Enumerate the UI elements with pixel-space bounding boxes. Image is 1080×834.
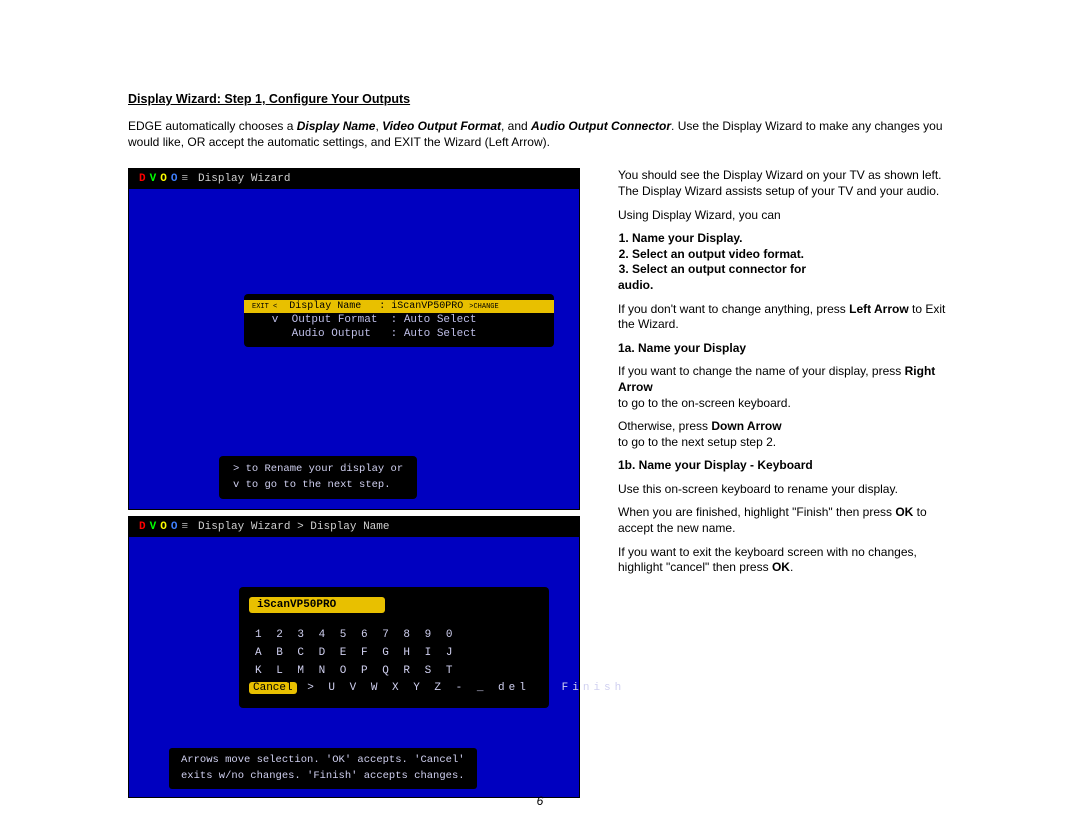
kb-row2: A B C D E F G H I J — [255, 645, 539, 663]
para-1a-2: Otherwise, press Down Arrowto go to the … — [618, 419, 952, 450]
tv2-keyboard: iScanVP50PRO 1 2 3 4 5 6 7 8 9 0 A B C D… — [239, 587, 549, 707]
section-title: Display Wizard: Step 1, Configure Your O… — [128, 92, 952, 106]
heading-1a: 1a. Name your Display — [618, 341, 952, 357]
tv2-title: Display Wizard > Display Name — [198, 521, 389, 533]
screenshot-column: DVOO≡ Display Wizard EXIT < Display Name… — [128, 168, 578, 804]
tv1-menu: EXIT < Display Name : iScanVP50PRO >CHAN… — [244, 294, 554, 347]
tv2-hint: Arrows move selection. 'OK' accepts. 'Ca… — [169, 748, 477, 790]
tv1-row3: Audio Output : Auto Select — [244, 327, 554, 341]
tv1-title: Display Wizard — [198, 173, 290, 185]
tv-screenshot-1: DVOO≡ Display Wizard EXIT < Display Name… — [128, 168, 580, 510]
instruction-column: You should see the Display Wizard on you… — [618, 168, 952, 804]
tv1-row-highlighted: EXIT < Display Name : iScanVP50PRO >CHAN… — [244, 300, 554, 313]
para-intro: You should see the Display Wizard on you… — [618, 168, 952, 199]
tv2-header: DVOO≡ Display Wizard > Display Name — [129, 517, 579, 537]
para-1a-1: If you want to change the name of your d… — [618, 364, 952, 411]
para-1b-3: If you want to exit the keyboard screen … — [618, 545, 952, 576]
tv1-row2: v Output Format : Auto Select — [244, 313, 554, 327]
steps-list: Name your Display. Select an output vide… — [618, 231, 952, 293]
tv2-input: iScanVP50PRO — [249, 597, 385, 613]
tv1-hint: > to Rename your display or v to go to t… — [219, 456, 417, 500]
page-number: 6 — [0, 794, 1080, 808]
para-1b-2: When you are finished, highlight "Finish… — [618, 505, 952, 536]
heading-1b: 1b. Name your Display - Keyboard — [618, 458, 952, 474]
kb-row3: K L M N O P Q R S T — [255, 663, 539, 681]
para-exit: If you don't want to change anything, pr… — [618, 302, 952, 333]
para-using: Using Display Wizard, you can — [618, 208, 952, 224]
tv1-header: DVOO≡ Display Wizard — [129, 169, 579, 189]
kb-row4: Cancel > U V W X Y Z - _ del Finish — [249, 680, 539, 698]
intro-text: EDGE automatically chooses a Display Nam… — [128, 118, 952, 150]
kb-row1: 1 2 3 4 5 6 7 8 9 0 — [255, 627, 539, 645]
para-1b-1: Use this on-screen keyboard to rename yo… — [618, 482, 952, 498]
tv-screenshot-2: DVOO≡ Display Wizard > Display Name iSca… — [128, 516, 580, 798]
